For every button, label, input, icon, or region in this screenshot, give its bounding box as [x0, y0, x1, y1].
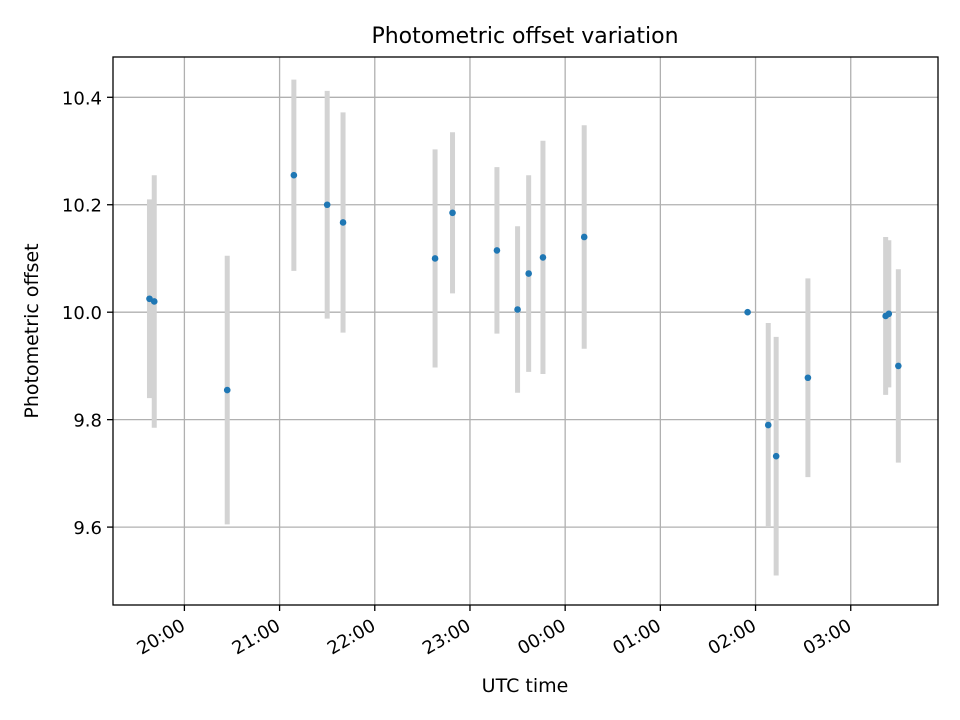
data-point: [223, 386, 231, 394]
x-axis-label: UTC time: [482, 675, 569, 697]
data-point: [804, 374, 812, 382]
data-point: [895, 362, 902, 370]
data-point: [772, 452, 780, 460]
data-point: [290, 171, 298, 179]
data-point: [580, 233, 588, 241]
data-point: [323, 201, 331, 209]
y-tick-label: 10.2: [62, 196, 102, 217]
data-point: [150, 298, 158, 305]
y-axis-label: Photometric offset: [21, 243, 43, 418]
y-tick-label: 9.6: [73, 518, 102, 539]
data-point: [885, 310, 893, 318]
data-point: [764, 421, 772, 429]
data-point: [514, 306, 521, 313]
data-point: [431, 255, 439, 262]
grid-lines: [113, 57, 938, 605]
data-point: [493, 247, 501, 254]
data-point: [539, 254, 547, 261]
y-tick-label: 9.8: [73, 411, 102, 432]
y-axis-ticks: 9.6 9.8 10.0 10.2 10.4: [62, 88, 113, 539]
data-point: [525, 270, 532, 277]
plot-frame: [112, 56, 939, 606]
data-point: [449, 209, 456, 217]
chart-title: Photometric offset variation: [371, 24, 678, 49]
data-point: [744, 308, 751, 316]
data-point: [339, 219, 347, 226]
y-tick-label: 10.0: [62, 303, 102, 324]
data-points: [146, 171, 902, 460]
y-tick-label: 10.4: [62, 88, 102, 109]
